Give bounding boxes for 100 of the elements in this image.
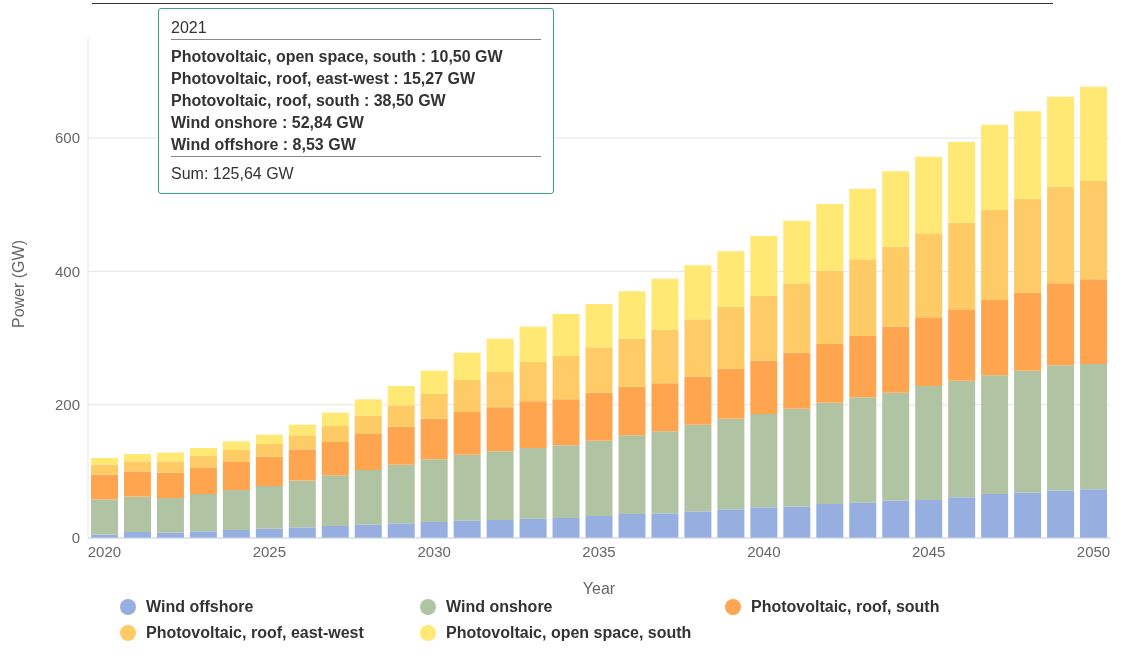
bar [948, 222, 976, 310]
bar [717, 418, 745, 510]
bar [552, 356, 580, 400]
bar [618, 291, 646, 339]
bar [882, 326, 910, 393]
bar [783, 506, 811, 538]
bar [684, 376, 712, 425]
bar [222, 490, 250, 530]
x-axis-title: Year [582, 580, 616, 597]
bar [651, 431, 679, 514]
bar [1047, 365, 1075, 491]
bar [783, 283, 811, 353]
bar [453, 520, 481, 538]
bar [651, 330, 679, 384]
bar [1080, 489, 1108, 538]
bar [618, 338, 646, 387]
x-tick-label: 2045 [911, 542, 946, 560]
bar [849, 502, 877, 538]
bar [552, 445, 580, 518]
bar [981, 494, 1009, 538]
bar [1080, 279, 1108, 364]
bar [915, 233, 943, 318]
bar [684, 424, 712, 512]
bar [1080, 364, 1108, 490]
bar [1080, 180, 1108, 280]
bar [387, 464, 415, 524]
bar [123, 496, 151, 532]
bar [486, 338, 514, 372]
y-tick-label: 400 [54, 262, 80, 280]
bar [453, 412, 481, 455]
bar [948, 309, 976, 381]
x-tick-label: 2030 [417, 542, 451, 560]
bar [420, 522, 448, 538]
bar [585, 440, 613, 516]
bar [882, 500, 910, 538]
bar [453, 352, 481, 380]
bar [1014, 198, 1042, 293]
bar [321, 426, 349, 442]
bar [948, 380, 976, 498]
bar [255, 434, 283, 444]
bar [1047, 283, 1075, 366]
x-tick-label: 2050 [1076, 542, 1111, 560]
bar [387, 523, 415, 538]
bar [486, 520, 514, 538]
bar [816, 504, 844, 538]
bar [1047, 490, 1075, 538]
bar [981, 300, 1009, 376]
bar [783, 220, 811, 284]
bar [91, 464, 118, 475]
y-axis-title: Power (GW) [9, 240, 27, 328]
bar [849, 259, 877, 336]
bar [1080, 86, 1108, 181]
bar [816, 204, 844, 271]
bar [981, 124, 1009, 210]
bar [651, 278, 679, 330]
bar [156, 498, 184, 533]
bar [618, 386, 646, 436]
y-tick-label: 600 [54, 129, 80, 147]
legend-label: Wind offshore [146, 598, 254, 616]
bar [453, 380, 481, 412]
bar [189, 531, 217, 538]
bar [123, 461, 151, 472]
bar [552, 399, 580, 446]
bar [882, 392, 910, 501]
bar [519, 518, 547, 538]
bar [288, 449, 316, 481]
bar [1014, 492, 1042, 538]
bar [189, 494, 217, 532]
bar [156, 461, 184, 473]
legend-label: Photovoltaic, roof, east-west [146, 624, 364, 642]
bar [255, 486, 283, 529]
bar [222, 462, 250, 490]
annotation: Wind onshore : 52,84 GW [171, 113, 365, 133]
bar [981, 210, 1009, 300]
bar [915, 156, 943, 234]
bar [1014, 292, 1042, 371]
bar [354, 399, 382, 416]
bar [750, 507, 778, 538]
bar [288, 435, 316, 450]
annotation: Photovoltaic, roof, east-west : 15,27 GW [171, 69, 477, 89]
bar [420, 459, 448, 522]
bar [354, 524, 382, 538]
bar [91, 499, 118, 535]
bar [552, 518, 580, 538]
bar [882, 171, 910, 247]
bar [420, 418, 448, 460]
bar [486, 372, 514, 408]
bar [750, 360, 778, 414]
bar [1047, 186, 1075, 284]
bar [354, 434, 382, 470]
text: 2021 [171, 19, 207, 36]
bar [585, 347, 613, 393]
bar [981, 375, 1009, 494]
bar [288, 480, 316, 528]
bar [684, 319, 712, 377]
bar [717, 251, 745, 307]
bar [684, 511, 712, 538]
x-tick-label: 2020 [87, 542, 122, 560]
annotation: Sum: 125,64 GW [171, 164, 295, 184]
bar [816, 270, 844, 344]
